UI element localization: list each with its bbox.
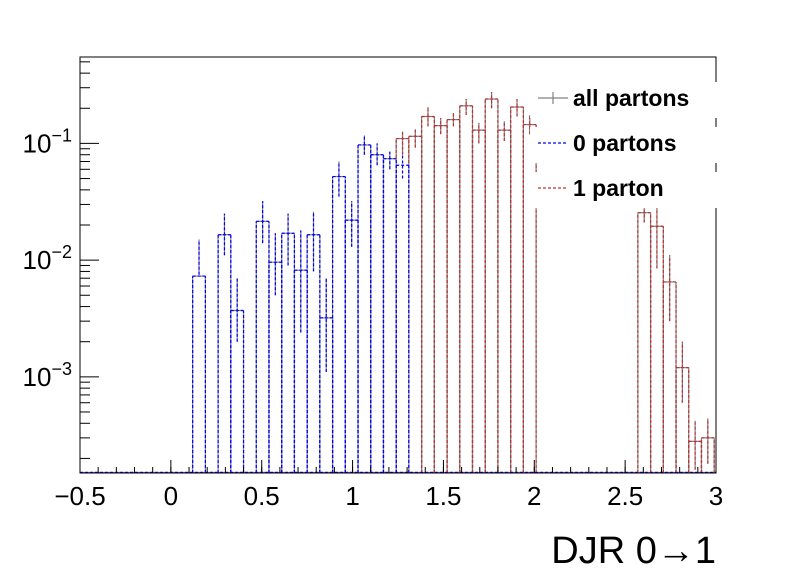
y-axis: 10−3 10−2 10−1 bbox=[23, 61, 99, 459]
x-axis: −0.5 0 0.5 1 1.5 2 2.5 3 bbox=[54, 460, 723, 511]
legend: all partons 0 partons 1 parton bbox=[530, 82, 720, 208]
y-tick-label: 10−1 bbox=[23, 125, 72, 158]
x-tick-label: −0.5 bbox=[54, 481, 105, 511]
x-tick-label: 3 bbox=[709, 481, 723, 511]
legend-label: 1 parton bbox=[573, 175, 664, 201]
x-tick-label: 2 bbox=[527, 481, 541, 511]
y-tick-label: 10−2 bbox=[23, 242, 72, 275]
legend-label: 0 partons bbox=[573, 130, 677, 156]
legend-entry-background bbox=[530, 82, 720, 118]
legend-entry-background bbox=[530, 127, 720, 163]
x-axis-title: DJR 0→1 bbox=[551, 530, 716, 572]
x-tick-label: 0.5 bbox=[244, 481, 280, 511]
legend-label: all partons bbox=[573, 85, 689, 111]
legend-entry-background bbox=[530, 172, 720, 208]
x-tick-label: 2.5 bbox=[607, 481, 643, 511]
x-tick-label: 1 bbox=[345, 481, 359, 511]
x-tick-label: 0 bbox=[164, 481, 178, 511]
y-tick-label: 10−3 bbox=[23, 359, 72, 392]
x-tick-label: 1.5 bbox=[425, 481, 461, 511]
